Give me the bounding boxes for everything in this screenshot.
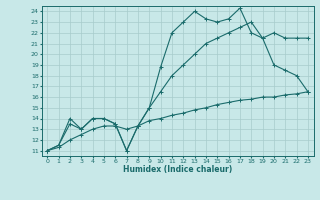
X-axis label: Humidex (Indice chaleur): Humidex (Indice chaleur)	[123, 165, 232, 174]
